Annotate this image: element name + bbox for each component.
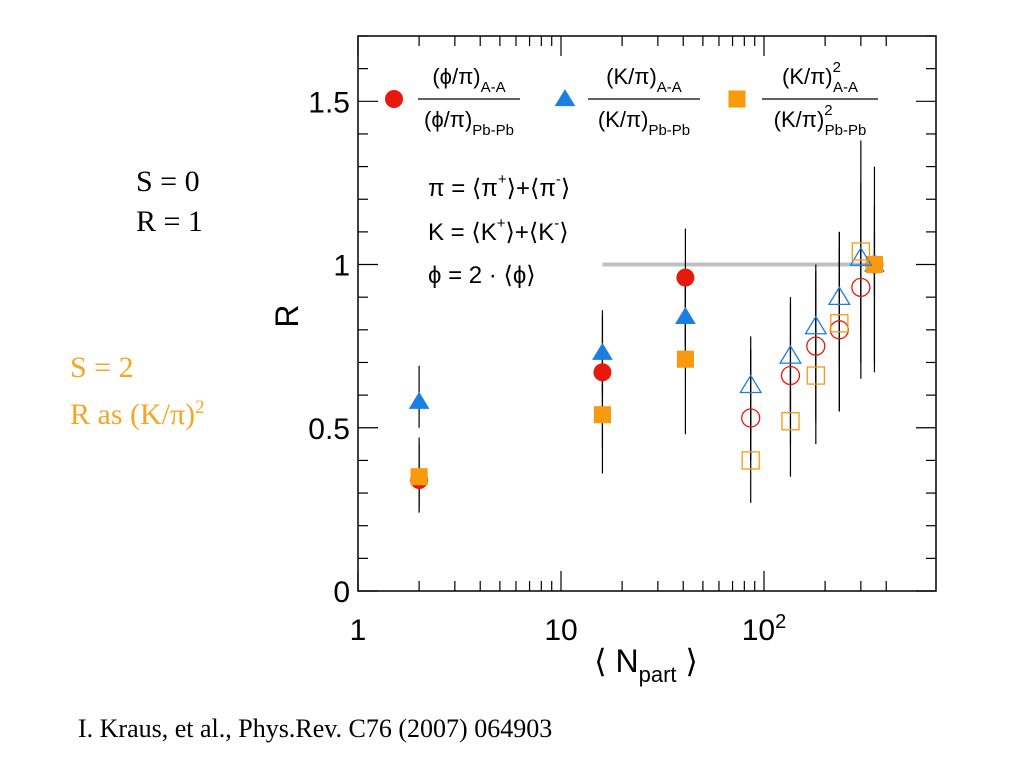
axis-ticks-layer — [357, 35, 936, 592]
square-filled-point — [676, 350, 694, 368]
square-filled-point — [865, 255, 883, 274]
definition-line: K = ⟨K+⟩+⟨K-⟩ — [428, 215, 569, 246]
definition-mid: ⟩+⟨K — [506, 219, 555, 246]
definition-lhs: ϕ = 2 · ⟨ϕ⟩ — [428, 262, 536, 289]
legend-numerator-sub: A-A — [657, 79, 682, 96]
circle-filled-point — [676, 268, 695, 287]
y-tick-label: 0.5 — [308, 413, 350, 446]
x-axis-label: ⟨ Npart ⟩ — [594, 643, 698, 687]
x-tick-label-text: 1 — [350, 614, 367, 647]
citation: I. Kraus, et al., Phys.Rev. C76 (2007) 0… — [78, 714, 553, 743]
definition-end: ⟩ — [559, 219, 568, 246]
x-axis-label-main: ⟨ N — [594, 643, 638, 679]
strange-zero-note: S = 0 R = 1 — [136, 162, 203, 242]
triangle-filled-point — [408, 391, 430, 409]
definitions-block: π = ⟨π+⟩+⟨π-⟩K = ⟨K+⟩+⟨K-⟩ϕ = 2 · ⟨ϕ⟩ — [428, 171, 570, 289]
definition-line: ϕ = 2 · ⟨ϕ⟩ — [428, 262, 536, 289]
square-open-point — [741, 451, 760, 470]
plot-frame-layer — [357, 35, 937, 592]
strange-zero-line1: S = 0 — [136, 165, 200, 198]
legend-numerator-text: (ϕ/π) — [432, 64, 480, 89]
circle-open-point — [780, 365, 801, 386]
strange-two-line2: R as (K/π)2 — [70, 388, 205, 435]
x-tick-label-text: 10 — [544, 614, 577, 647]
legend-denominator-sub: Pb-Pb — [825, 122, 867, 139]
x-tick-label: 102 — [742, 611, 787, 647]
square-open-point — [781, 412, 800, 431]
definition-sup: - — [554, 215, 559, 232]
definition-sup: + — [498, 171, 507, 188]
legend-numerator-sub: A-A — [833, 79, 858, 96]
x-tick-label-sup: 2 — [775, 611, 786, 633]
square-open-point — [851, 242, 871, 261]
square-open-point — [830, 314, 849, 333]
legend-denominator: (ϕ/π)Pb-Pb — [424, 107, 514, 139]
strange-two-line2-text: R as (K/π) — [70, 398, 196, 431]
definition-lhs: π = ⟨π — [428, 175, 498, 202]
square-filled-point — [410, 468, 428, 486]
strange-two-line2-sup: 2 — [195, 397, 205, 418]
strange-two-note: S = 2 R as (K/π)2 — [70, 348, 205, 435]
legend-denominator-sub: Pb-Pb — [472, 122, 514, 139]
legend-numerator: (K/π)2 A-A — [782, 59, 858, 96]
legend-numerator-sup: 2 — [833, 59, 841, 76]
x-tick-label: 1 — [350, 614, 367, 647]
triangle-open-point — [739, 374, 763, 394]
triangle-open-point — [778, 344, 802, 364]
x-axis-label-close: ⟩ — [677, 643, 698, 679]
x-tick-label: 10 — [544, 614, 577, 647]
triangle-open-point — [849, 246, 873, 266]
definition-end: ⟩ — [561, 175, 570, 202]
legend-denominator-sub: Pb-Pb — [648, 122, 690, 139]
legend-denominator-text: (ϕ/π) — [424, 107, 472, 132]
definition-sup: - — [556, 171, 561, 188]
definition-lhs: K = ⟨K — [428, 219, 497, 246]
legend-denominator: (K/π)2 Pb-Pb — [774, 102, 867, 139]
legend: (ϕ/π)A-A(ϕ/π)Pb-Pb(K/π)A-A(K/π)Pb-Pb(K/π… — [385, 59, 878, 139]
circle-filled-point — [593, 363, 612, 382]
triangle-open-point — [827, 286, 851, 306]
triangle-filled-point — [675, 306, 696, 324]
y-axis-label: R — [269, 304, 305, 327]
legend-circle-marker — [385, 90, 403, 108]
legend-numerator-text: (K/π) — [606, 64, 657, 89]
triangle-filled-point — [592, 342, 613, 360]
x-tick-label-text: 10 — [742, 614, 775, 647]
definition-line: π = ⟨π+⟩+⟨π-⟩ — [428, 171, 570, 202]
square-open-point — [806, 366, 826, 385]
triangle-open-point — [804, 315, 828, 335]
legend-numerator: (ϕ/π)A-A — [432, 64, 505, 96]
legend-numerator: (K/π)A-A — [606, 64, 682, 96]
circle-open-point — [741, 408, 761, 428]
definition-mid: ⟩+⟨π — [507, 175, 556, 202]
data-points-layer — [408, 242, 885, 489]
legend-denominator-text: (K/π) — [774, 107, 825, 132]
definition-sup: + — [497, 215, 506, 232]
legend-denominator: (K/π)Pb-Pb — [598, 107, 690, 139]
plot-frame — [357, 35, 937, 592]
legend-triangle-marker — [554, 89, 576, 107]
legend-denominator-text: (K/π) — [598, 107, 649, 132]
legend-square-marker — [728, 90, 746, 108]
legend-numerator-text: (K/π) — [782, 64, 833, 89]
strange-zero-line2: R = 1 — [136, 205, 203, 238]
legend-numerator-sub: A-A — [481, 79, 506, 96]
legend-denominator-sup: 2 — [824, 102, 832, 119]
y-tick-label: 0 — [333, 576, 350, 609]
circle-open-point — [806, 336, 826, 356]
x-axis-label-sub: part — [639, 662, 677, 687]
y-tick-label: 1 — [333, 250, 350, 283]
circle-open-point — [851, 277, 871, 298]
error-bars-layer — [418, 140, 876, 513]
y-tick-label: 1.5 — [308, 86, 350, 119]
strange-two-line1: S = 2 — [70, 351, 134, 384]
square-filled-point — [593, 406, 611, 424]
